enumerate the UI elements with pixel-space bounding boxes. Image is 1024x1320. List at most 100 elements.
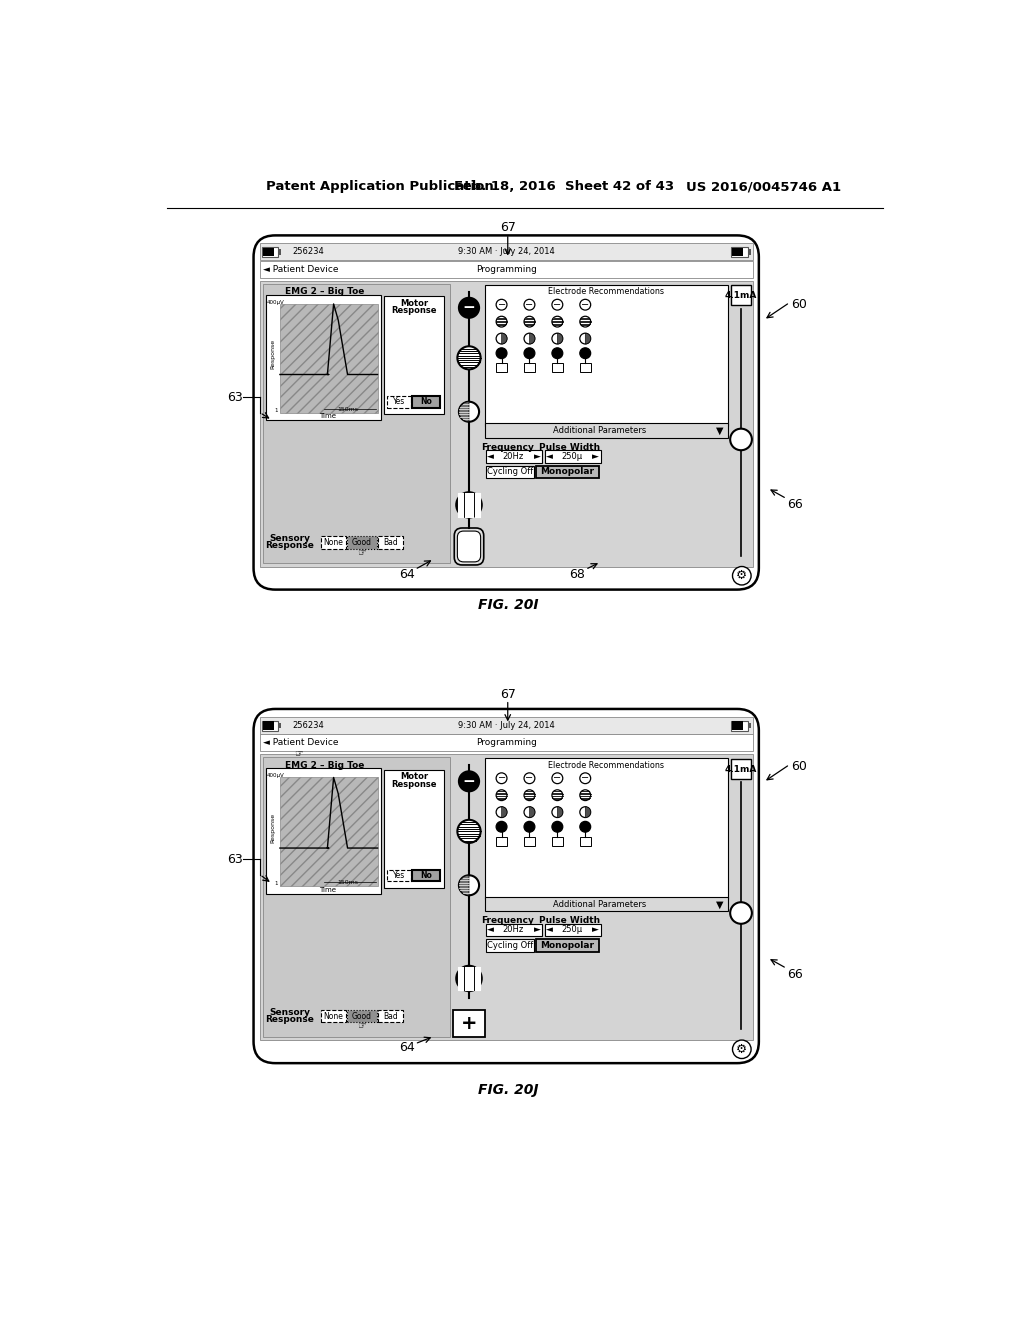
- Text: 67: 67: [500, 222, 516, 234]
- Circle shape: [459, 875, 479, 895]
- Bar: [263, 721, 273, 730]
- Circle shape: [496, 348, 507, 359]
- Bar: [486, 450, 542, 462]
- Wedge shape: [529, 333, 535, 345]
- Text: 256234: 256234: [292, 247, 324, 256]
- Text: 64: 64: [399, 568, 415, 581]
- Circle shape: [458, 346, 480, 370]
- Bar: [484, 424, 728, 438]
- Bar: [387, 396, 411, 408]
- Bar: [552, 363, 563, 372]
- FancyBboxPatch shape: [455, 528, 483, 565]
- Text: 64: 64: [399, 1041, 415, 1055]
- Circle shape: [496, 774, 507, 784]
- Circle shape: [496, 333, 507, 345]
- Text: ⚙: ⚙: [736, 569, 748, 582]
- Bar: [280, 777, 378, 886]
- Bar: [279, 723, 281, 729]
- Bar: [731, 285, 751, 305]
- Circle shape: [580, 774, 591, 784]
- Text: −: −: [553, 300, 561, 310]
- Text: 4.1mA: 4.1mA: [725, 764, 757, 774]
- Text: 150ms: 150ms: [338, 880, 358, 886]
- Text: Response: Response: [391, 780, 436, 789]
- Text: 400μV: 400μV: [267, 300, 285, 305]
- Text: Cycling Off: Cycling Off: [487, 941, 534, 950]
- Bar: [260, 281, 753, 566]
- Bar: [496, 837, 507, 846]
- Bar: [536, 466, 599, 478]
- Bar: [484, 758, 728, 899]
- Text: ►: ►: [534, 451, 541, 461]
- Circle shape: [496, 807, 507, 817]
- Text: US 2016/0045746 A1: US 2016/0045746 A1: [686, 181, 841, 194]
- Bar: [266, 768, 381, 894]
- Circle shape: [552, 300, 563, 310]
- Text: Frequency: Frequency: [481, 916, 535, 925]
- Text: ◄: ◄: [546, 451, 553, 461]
- Text: ☞: ☞: [357, 1022, 366, 1031]
- Bar: [731, 759, 751, 779]
- Bar: [413, 396, 439, 408]
- Text: 4.1mA: 4.1mA: [725, 290, 757, 300]
- Bar: [484, 896, 728, 911]
- Text: 60: 60: [791, 760, 807, 774]
- Bar: [453, 1010, 485, 1038]
- Bar: [387, 870, 411, 882]
- Circle shape: [580, 807, 591, 817]
- Bar: [347, 536, 377, 549]
- Circle shape: [730, 903, 752, 924]
- Circle shape: [496, 300, 507, 310]
- Text: Programming: Programming: [476, 265, 537, 273]
- Text: Pulse Width: Pulse Width: [540, 916, 600, 925]
- Text: Time: Time: [318, 887, 336, 892]
- Bar: [260, 734, 753, 751]
- Text: 250μ: 250μ: [561, 925, 583, 935]
- Bar: [413, 870, 439, 882]
- Text: Bad: Bad: [383, 539, 398, 546]
- Circle shape: [459, 298, 479, 318]
- Text: 63: 63: [227, 853, 243, 866]
- Text: 66: 66: [786, 968, 803, 981]
- Text: 256234: 256234: [292, 721, 324, 730]
- Bar: [279, 249, 281, 255]
- FancyBboxPatch shape: [254, 235, 759, 590]
- Circle shape: [524, 807, 535, 817]
- Wedge shape: [586, 333, 591, 345]
- Bar: [263, 284, 451, 564]
- Bar: [260, 717, 753, 734]
- Bar: [263, 758, 451, 1038]
- Bar: [484, 285, 728, 425]
- Text: 67: 67: [500, 688, 516, 701]
- Bar: [732, 721, 743, 730]
- Circle shape: [580, 300, 591, 310]
- Circle shape: [458, 820, 480, 843]
- Text: FIG. 20J: FIG. 20J: [477, 1084, 538, 1097]
- Circle shape: [524, 348, 535, 359]
- Text: ◄: ◄: [487, 451, 495, 461]
- Bar: [552, 837, 563, 846]
- Circle shape: [459, 401, 479, 422]
- Wedge shape: [529, 807, 535, 817]
- Text: Motor: Motor: [400, 772, 428, 781]
- Bar: [496, 363, 507, 372]
- Circle shape: [552, 807, 563, 817]
- Text: Good: Good: [352, 1011, 372, 1020]
- Circle shape: [552, 821, 563, 832]
- Text: Good: Good: [352, 539, 372, 546]
- Wedge shape: [502, 333, 507, 345]
- Bar: [378, 536, 403, 549]
- Bar: [262, 247, 278, 257]
- Bar: [321, 536, 346, 549]
- Text: 20Hz: 20Hz: [503, 451, 524, 461]
- Text: ◄: ◄: [546, 925, 553, 935]
- Text: ▼: ▼: [717, 426, 724, 436]
- Text: Motor: Motor: [400, 298, 428, 308]
- Text: None: None: [324, 1011, 343, 1020]
- Circle shape: [552, 789, 563, 800]
- Text: ◄ Patient Device: ◄ Patient Device: [263, 265, 338, 273]
- Circle shape: [524, 317, 535, 327]
- Text: None: None: [324, 539, 343, 546]
- Text: ►: ►: [592, 925, 599, 935]
- Text: No: No: [421, 397, 432, 407]
